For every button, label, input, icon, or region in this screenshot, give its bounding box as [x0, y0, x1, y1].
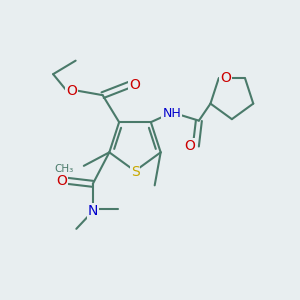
Text: O: O — [184, 139, 195, 153]
Text: NH: NH — [163, 107, 181, 120]
Text: N: N — [88, 204, 98, 218]
Text: O: O — [56, 174, 67, 188]
Text: CH₃: CH₃ — [54, 164, 73, 174]
Text: O: O — [130, 78, 140, 92]
Text: O: O — [220, 71, 231, 85]
Text: S: S — [130, 166, 140, 179]
Text: O: O — [66, 84, 77, 98]
